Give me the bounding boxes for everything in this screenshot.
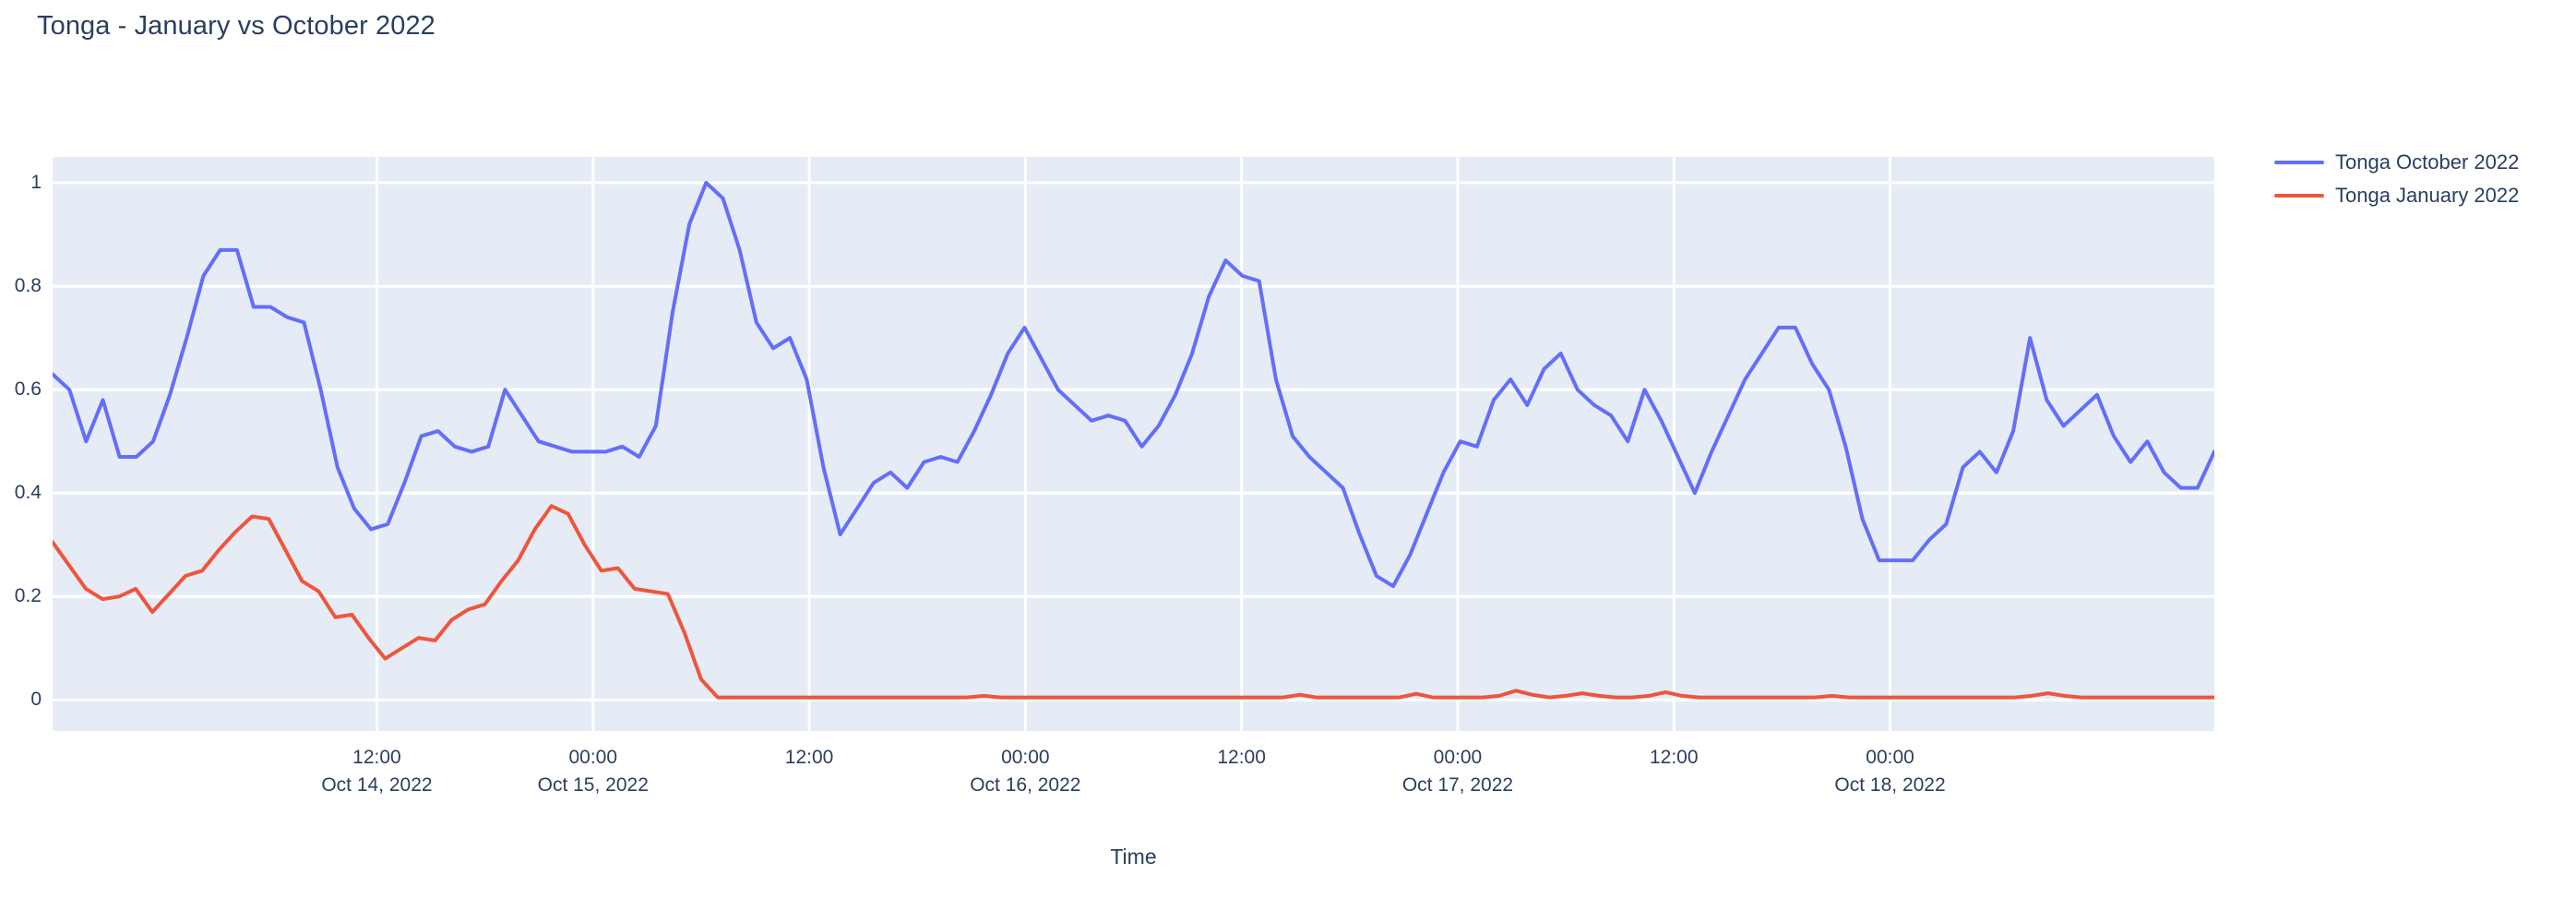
x-tick-time: 12:00: [1649, 747, 1699, 768]
y-axis: 0 0.2 0.4 0.6 0.8 1: [0, 157, 53, 731]
x-tick-label: 12:00: [1650, 744, 1699, 772]
x-tick-date: Oct 14, 2022: [321, 774, 433, 797]
legend-swatch-icon: [2274, 161, 2324, 164]
x-tick-time: 12:00: [352, 747, 401, 768]
x-tick-time: 12:00: [784, 747, 834, 768]
x-tick-date: Oct 16, 2022: [970, 774, 1081, 797]
x-tick-time: 00:00: [1001, 747, 1050, 768]
y-tick-label: 0.6: [14, 378, 42, 401]
x-tick-date: Oct 17, 2022: [1401, 774, 1514, 797]
x-tick-label: 00:00 Oct 18, 2022: [1834, 744, 1945, 800]
legend-item-january[interactable]: Tonga January 2022: [2274, 179, 2560, 212]
y-tick-label: 0.4: [14, 482, 42, 504]
chart-title: Tonga - January vs October 2022: [37, 11, 435, 41]
x-tick-time: 12:00: [1217, 747, 1266, 768]
x-axis-title: Time: [1110, 845, 1157, 869]
x-tick-label: 12:00: [785, 744, 834, 772]
x-axis: 12:00 Oct 14, 2022 00:00 Oct 15, 2022 12:00 0…: [53, 731, 2214, 814]
plot-area: [53, 157, 2214, 731]
x-tick-time: 00:00: [1433, 747, 1483, 768]
x-tick-label: 00:00 Oct 17, 2022: [1402, 744, 1513, 800]
x-tick-time: 00:00: [1866, 747, 1914, 768]
legend-label: Tonga January 2022: [2335, 184, 2520, 207]
x-tick-date: Oct 15, 2022: [537, 774, 649, 797]
x-tick-label: 00:00 Oct 16, 2022: [970, 744, 1080, 800]
series-line[interactable]: [53, 181, 2214, 589]
legend: Tonga October 2022 Tonga January 2022: [2274, 146, 2560, 212]
y-tick-label: 1: [30, 172, 42, 194]
x-tick-date: Oct 18, 2022: [1834, 774, 1946, 797]
x-tick-label: 12:00: [1217, 744, 1266, 772]
y-tick-label: 0: [30, 689, 42, 711]
y-tick-label: 0.8: [14, 275, 42, 297]
plot-svg: [53, 157, 2214, 731]
x-tick-label: 12:00 Oct 14, 2022: [321, 744, 432, 800]
x-tick-label: 00:00 Oct 15, 2022: [538, 744, 649, 800]
legend-item-october[interactable]: Tonga October 2022: [2274, 146, 2560, 179]
x-tick-time: 00:00: [568, 747, 618, 768]
legend-label: Tonga October 2022: [2335, 150, 2520, 174]
legend-swatch-icon: [2274, 194, 2324, 198]
y-tick-label: 0.2: [14, 585, 42, 607]
series-line[interactable]: [53, 504, 2214, 700]
